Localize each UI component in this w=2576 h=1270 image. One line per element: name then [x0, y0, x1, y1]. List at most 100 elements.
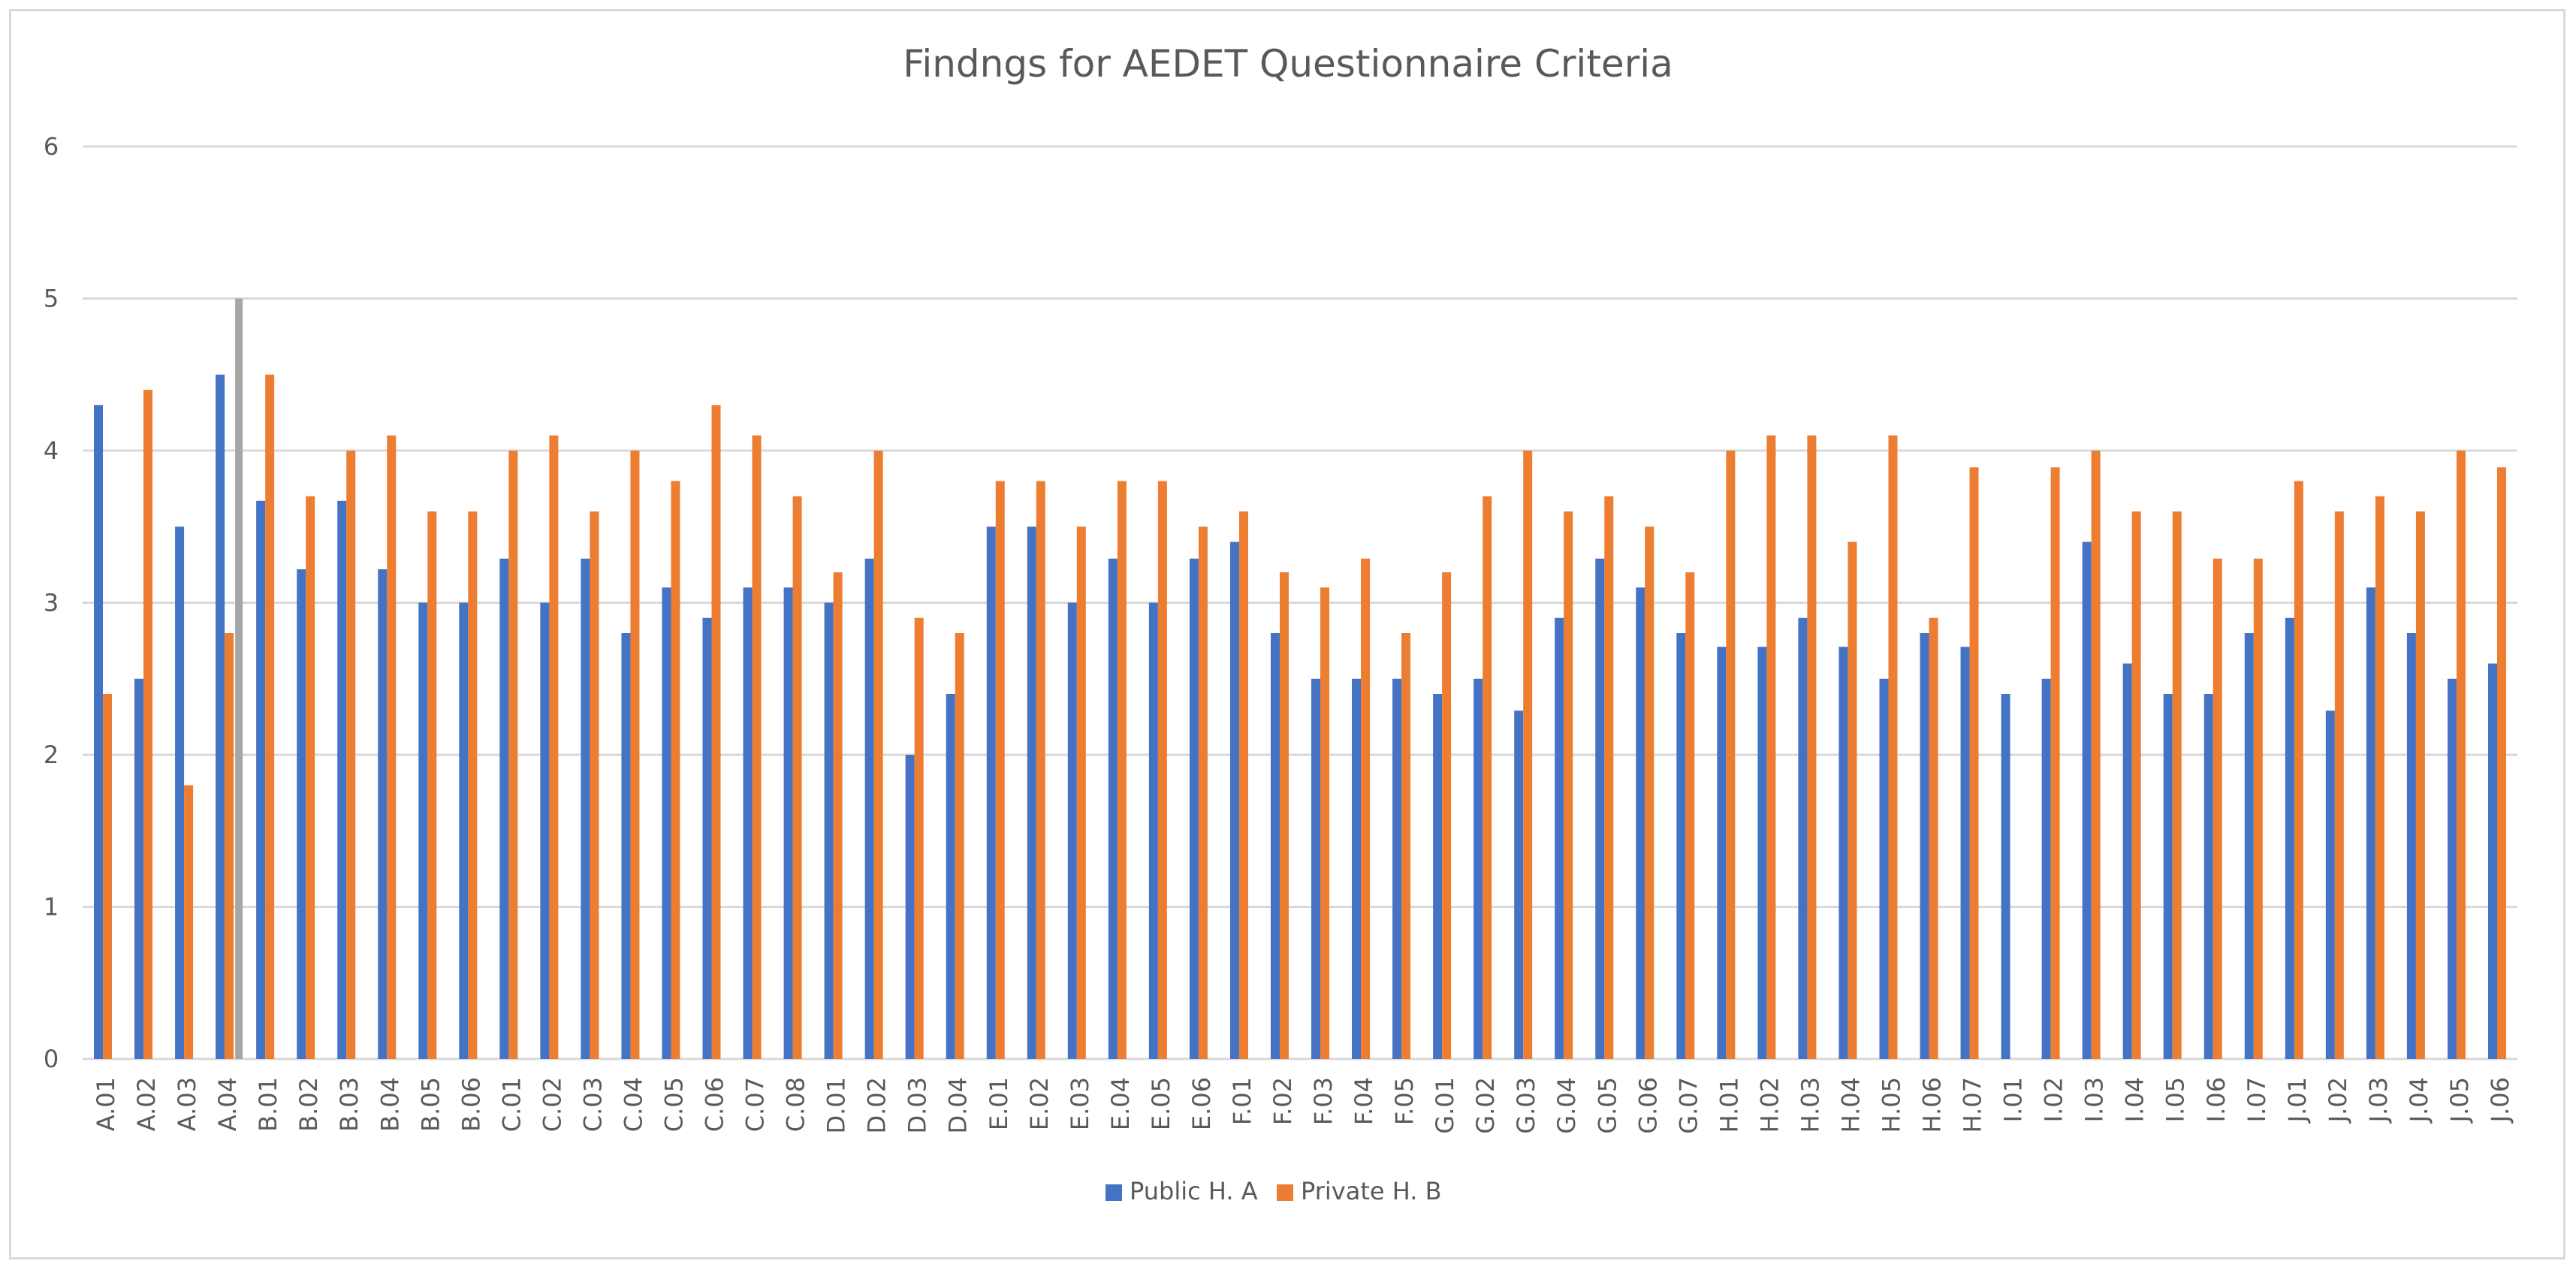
x-tick-label: E.04	[1106, 1077, 1135, 1130]
bar-private	[508, 451, 518, 1059]
bar-public	[459, 602, 469, 1059]
x-tick-label: E.05	[1147, 1077, 1175, 1130]
bar-public	[986, 526, 996, 1059]
bar-private	[103, 694, 113, 1059]
x-tick-label: F.05	[1390, 1077, 1419, 1125]
x-tick-label: G.02	[1471, 1077, 1500, 1134]
y-tick-label: 6	[44, 132, 59, 161]
chart-title: Findngs for AEDET Questionnaire Criteria	[903, 42, 1673, 86]
x-axis-ticks: A.01 A.02 A.03 A.04 B.01 B.02 B.03 B.04 B.05 B.06…	[92, 1077, 2514, 1134]
bar-private	[914, 617, 924, 1059]
x-tick-label: G.03	[1512, 1077, 1540, 1134]
bar-public	[905, 755, 915, 1059]
x-tick-label: H.06	[1918, 1077, 1947, 1133]
bar-private	[387, 435, 397, 1059]
bar-public	[1838, 647, 1848, 1059]
bar-public	[824, 602, 834, 1059]
bar-public	[2406, 633, 2416, 1059]
bar-private	[2131, 511, 2141, 1059]
bar-private	[1564, 511, 1573, 1059]
bar-public	[175, 526, 185, 1059]
bar-public	[1433, 694, 1443, 1059]
bar-public	[783, 587, 793, 1059]
bar-public	[1757, 647, 1767, 1059]
bar-public	[2325, 710, 2335, 1059]
bar-private	[1604, 496, 1614, 1059]
bar-public	[1798, 617, 1808, 1059]
x-tick-label: I.04	[2121, 1077, 2149, 1122]
bar-public	[2447, 678, 2457, 1059]
bar-public	[499, 558, 509, 1059]
x-tick-label: I.03	[2080, 1077, 2109, 1122]
x-tick-label: H.07	[1959, 1077, 1987, 1133]
bar-private	[711, 405, 721, 1059]
bar-private	[1645, 526, 1654, 1059]
bar-public	[1514, 710, 1524, 1059]
x-tick-label: I.05	[2161, 1077, 2190, 1122]
x-tick-label: D.04	[944, 1077, 973, 1134]
bar-public	[2203, 694, 2213, 1059]
x-tick-label: J.01	[2283, 1077, 2312, 1124]
bar-public	[2285, 617, 2294, 1059]
x-tick-label: I.01	[1999, 1077, 2028, 1122]
bar-private	[1117, 481, 1127, 1059]
x-tick-label: H.01	[1715, 1077, 1743, 1133]
x-tick-label: H.03	[1796, 1077, 1824, 1133]
bar-private	[468, 511, 478, 1059]
bar-public	[1636, 587, 1645, 1059]
bar-public	[2244, 633, 2254, 1059]
bar-public	[1311, 678, 1321, 1059]
y-tick-label: 3	[44, 589, 59, 617]
bar-public	[1595, 558, 1605, 1059]
bar-private	[1848, 541, 1857, 1059]
bar-public	[946, 694, 955, 1059]
x-tick-label: C.08	[782, 1077, 810, 1132]
bar-private	[1157, 481, 1167, 1059]
bar-public	[1027, 526, 1036, 1059]
bar-public	[418, 602, 428, 1059]
bar-private	[2253, 558, 2263, 1059]
x-tick-label: C.06	[701, 1077, 729, 1132]
x-tick-label: D.01	[822, 1077, 851, 1134]
x-tick-label: G.07	[1674, 1077, 1703, 1134]
x-tick-label: F.01	[1228, 1077, 1256, 1125]
x-tick-label: A.03	[173, 1077, 201, 1131]
x-tick-label: C.03	[578, 1077, 607, 1132]
bar-private	[1401, 633, 1411, 1059]
bars	[94, 298, 2506, 1059]
reference-bar	[235, 298, 243, 1059]
bar-private	[1442, 572, 1452, 1059]
bar-private	[1523, 451, 1533, 1059]
bar-public	[216, 374, 225, 1059]
x-tick-label: E.06	[1187, 1077, 1216, 1130]
legend: Public H. A Private H. B	[1106, 1177, 1442, 1205]
x-tick-label: C.04	[619, 1077, 647, 1132]
bar-public	[2122, 663, 2132, 1059]
x-tick-label: F.02	[1268, 1077, 1297, 1125]
bar-public	[2163, 694, 2173, 1059]
bar-public	[1717, 647, 1727, 1059]
bar-private	[1685, 572, 1695, 1059]
y-tick-label: 2	[44, 741, 59, 769]
x-tick-label: H.02	[1755, 1077, 1784, 1133]
bar-private	[590, 511, 599, 1059]
x-tick-label: J.02	[2324, 1077, 2352, 1124]
x-tick-label: C.07	[741, 1077, 770, 1132]
bar-public	[540, 602, 550, 1059]
bar-public	[2001, 694, 2010, 1059]
bar-public	[581, 558, 590, 1059]
bar-private	[306, 496, 315, 1059]
x-tick-label: G.04	[1552, 1077, 1581, 1134]
x-tick-label: J.04	[2405, 1077, 2433, 1124]
x-tick-label: I.06	[2202, 1077, 2231, 1122]
bar-public	[134, 678, 144, 1059]
bar-private	[995, 481, 1005, 1059]
bar-public	[1148, 602, 1158, 1059]
bar-private	[2456, 451, 2466, 1059]
bar-private	[2050, 467, 2060, 1059]
x-tick-label: F.03	[1309, 1077, 1338, 1125]
bar-private	[1198, 526, 1208, 1059]
bar-public	[256, 500, 266, 1059]
legend-label: Public H. A	[1130, 1177, 1258, 1205]
